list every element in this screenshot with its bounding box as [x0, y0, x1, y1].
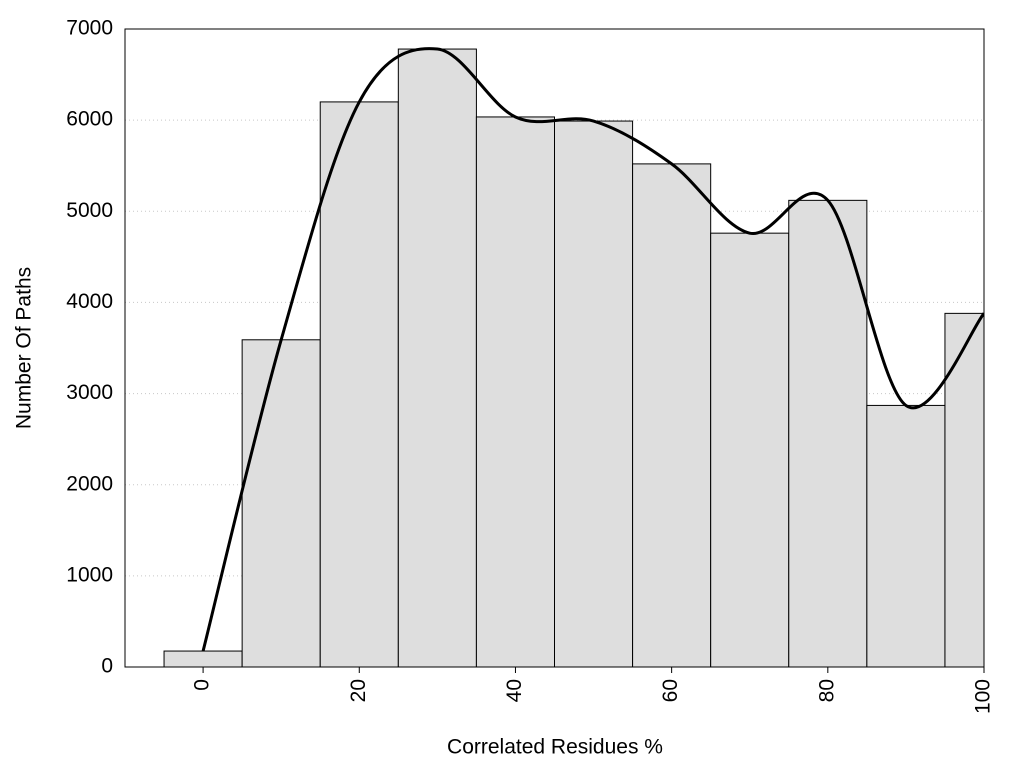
x-tick-label: 60 — [659, 679, 682, 702]
bar — [397, 48, 477, 667]
curve — [201, 47, 984, 652]
bar — [710, 232, 790, 667]
bar — [163, 650, 243, 667]
x-tick-label: 80 — [815, 679, 838, 702]
plot-frame — [124, 28, 985, 668]
y-tick-label: 1000 — [66, 563, 113, 586]
plot-area — [163, 47, 984, 667]
y-tick-label: 0 — [101, 655, 113, 678]
x-tick-label: 40 — [503, 679, 526, 702]
bar — [632, 163, 712, 667]
y-tick-label: 4000 — [66, 290, 113, 313]
x-axis-label: Correlated Residues % — [447, 736, 663, 759]
y-tick-label: 6000 — [66, 108, 113, 131]
y-tick-label: 7000 — [66, 17, 113, 40]
bar — [241, 339, 321, 667]
x-tick-label: 0 — [191, 679, 214, 691]
bar — [866, 404, 946, 667]
y-axis-label: Number Of Paths — [13, 267, 36, 429]
x-tick-label: 100 — [972, 679, 995, 714]
y-tick-label: 3000 — [66, 381, 113, 404]
x-tick-label: 20 — [347, 679, 370, 702]
bar — [554, 120, 634, 667]
bar — [788, 199, 868, 667]
y-tick-label: 2000 — [66, 472, 113, 495]
y-tick-label: 5000 — [66, 199, 113, 222]
bar — [475, 116, 555, 667]
bar — [319, 101, 399, 667]
